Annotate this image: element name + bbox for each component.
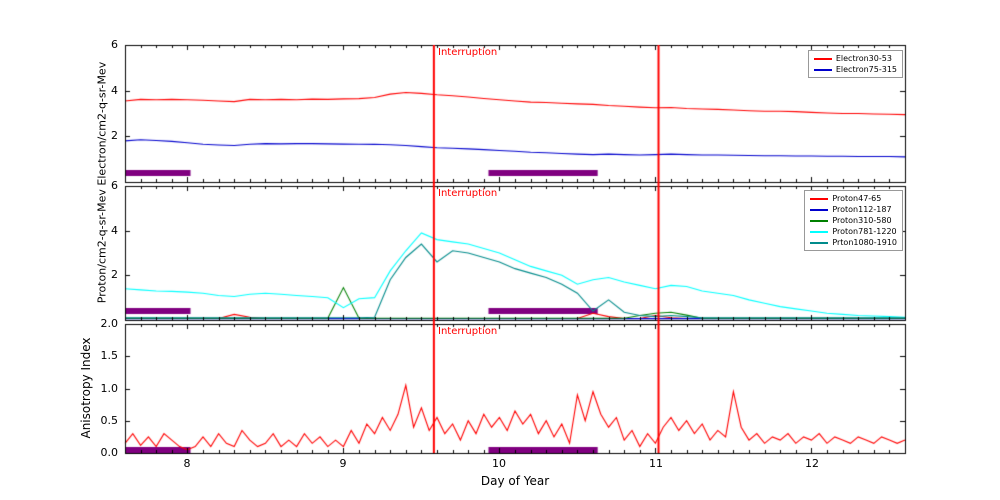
x-tick-label: 10 [492, 457, 506, 470]
legend-label: Prton1080-1910 [832, 238, 897, 247]
x-axis-label: Day of Year [480, 474, 550, 488]
legend-label: Electron75-315 [835, 65, 897, 74]
legend-line-sample [810, 197, 829, 200]
legend-item: Proton112-187 [810, 204, 897, 215]
legend-item: Electron75-315 [813, 64, 897, 75]
legend-electron: Electron30-53 Electron75-315 [807, 50, 903, 78]
legend-item: Proton310-580 [810, 215, 897, 226]
y-tick-label: 0.0 [100, 446, 119, 459]
legend-line-sample [810, 219, 829, 222]
legend-line-sample [810, 241, 829, 244]
y-tick-label: 4 [111, 84, 118, 97]
legend-label: Proton310-580 [832, 216, 892, 225]
legend-proton: Proton47-65 Proton112-187 Proton310-580 … [804, 190, 903, 251]
legend-line-sample [813, 68, 832, 71]
x-tick-label: 8 [183, 457, 191, 470]
y-tick-label: 0.5 [100, 414, 119, 427]
legend-label: Proton781-1220 [832, 227, 897, 236]
y-tick-label: 1.0 [100, 382, 119, 395]
y-tick-label: 2 [111, 268, 118, 281]
y-tick-label: 2 [111, 129, 118, 142]
legend-label: Proton47-65 [832, 194, 882, 203]
y-tick-label: 6 [111, 179, 118, 192]
legend-item: Proton47-65 [810, 193, 897, 204]
legend-item: Proton781-1220 [810, 226, 897, 237]
y-tick-label: 4 [111, 224, 118, 237]
legend-item: Electron30-53 [813, 53, 897, 64]
legend-line-sample [810, 208, 829, 211]
interruption-annotation: Interruption [438, 188, 498, 199]
x-tick-label: 9 [339, 457, 347, 470]
x-tick-label: 12 [805, 457, 819, 470]
legend-line-sample [810, 230, 829, 233]
y-tick-label: 2.0 [100, 317, 119, 330]
y-tick-label: 1.5 [100, 349, 119, 362]
legend-label: Proton112-187 [832, 205, 892, 214]
legend-line-sample [813, 57, 832, 60]
interruption-annotation: Interruption [438, 326, 498, 337]
legend-label: Electron30-53 [835, 54, 892, 63]
legend-item: Prton1080-1910 [810, 237, 897, 248]
y-tick-label: 6 [111, 38, 118, 51]
interruption-annotation: Interruption [438, 47, 498, 58]
x-tick-label: 11 [649, 457, 663, 470]
